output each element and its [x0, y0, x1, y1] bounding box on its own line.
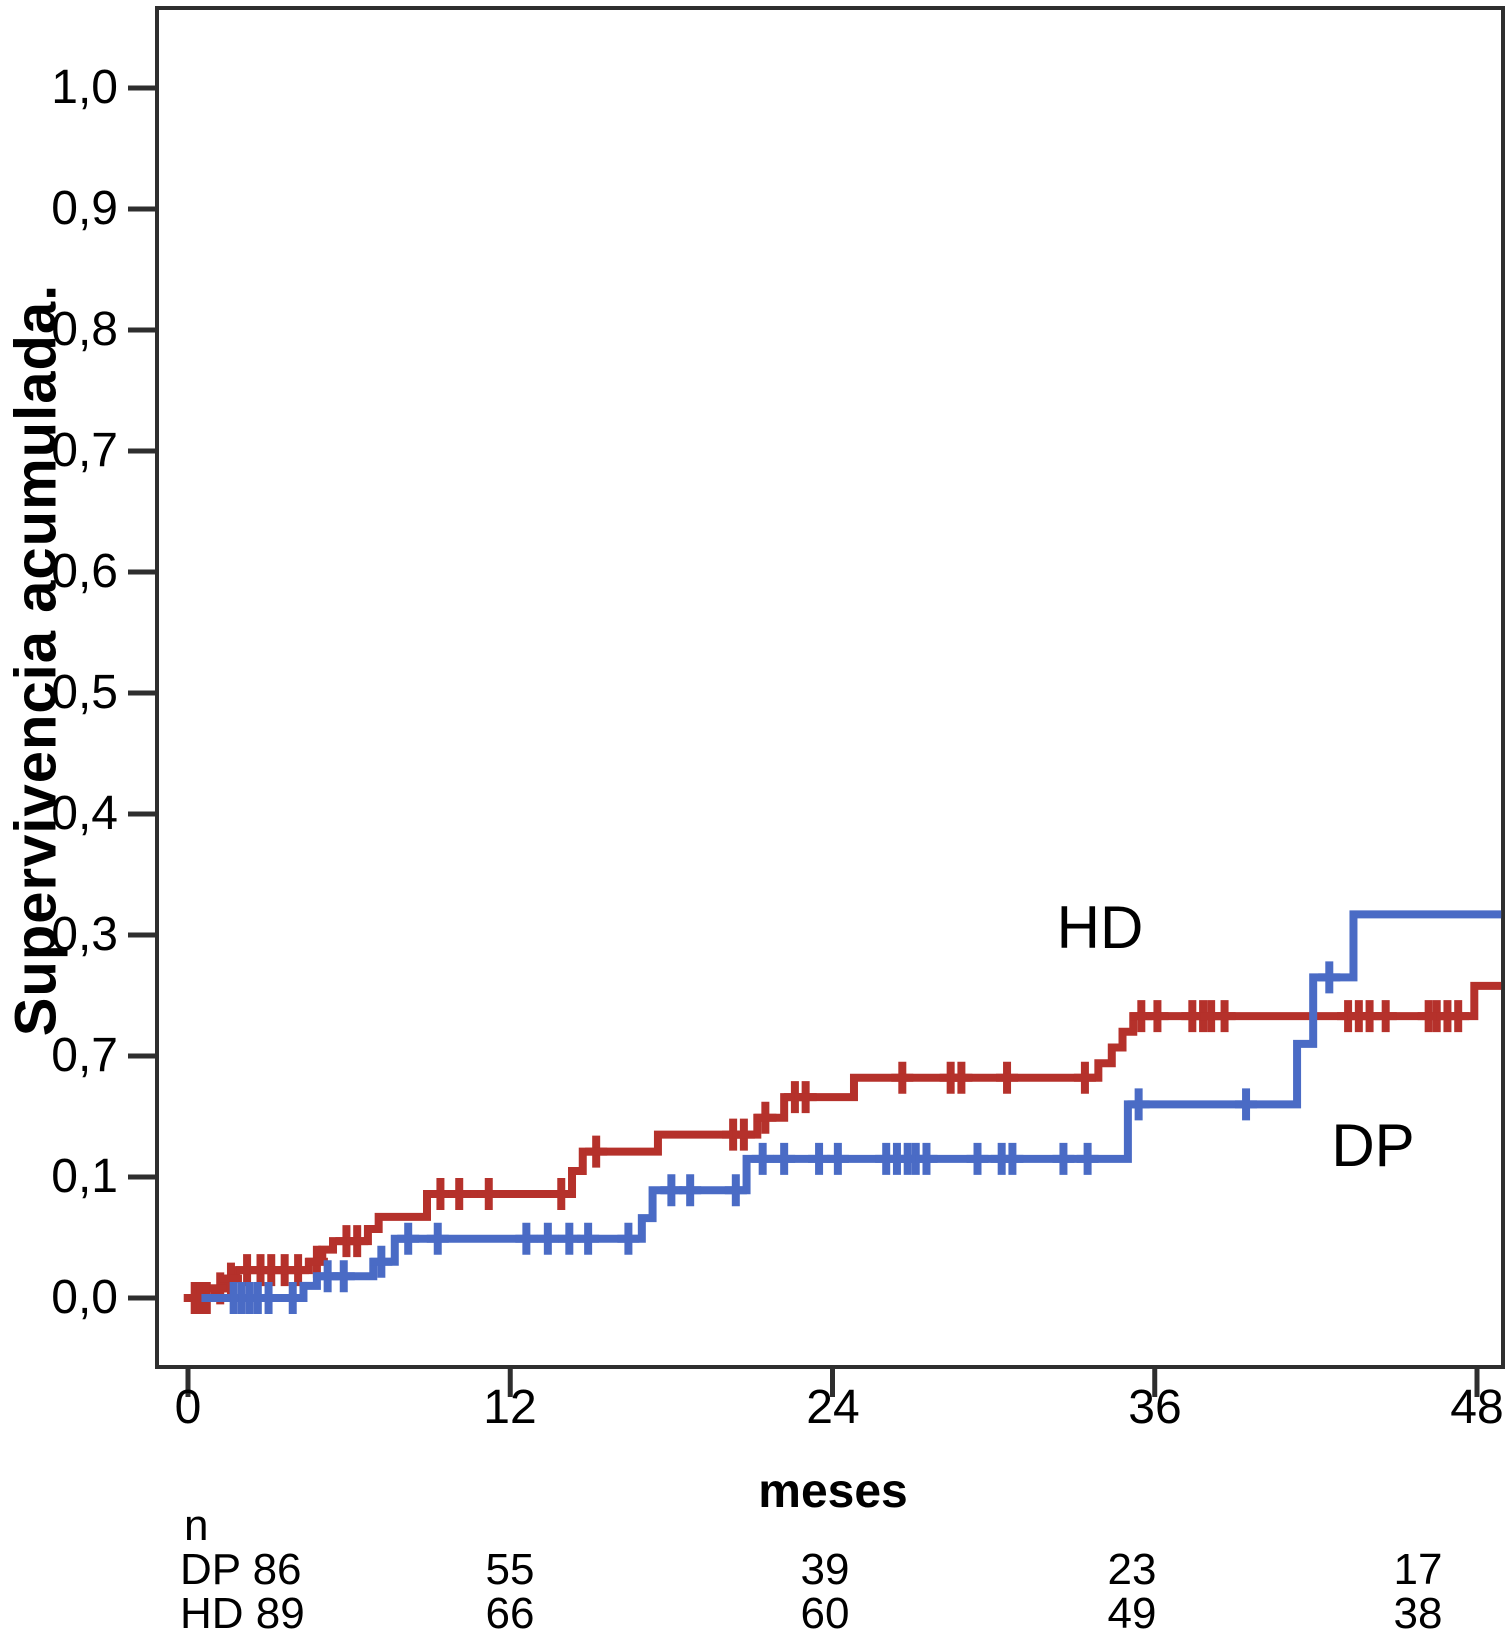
y-tick-label: 1,0: [51, 61, 118, 114]
y-tick-label: 0,8: [51, 303, 118, 356]
y-tick-label: 0,1: [51, 1150, 118, 1203]
risk-table-header: n: [184, 1501, 209, 1550]
risk-row-hd-n0: 89: [255, 1589, 305, 1638]
x-tick-label: 0: [174, 1381, 202, 1434]
x-tick-label: 24: [806, 1381, 860, 1434]
series-label-dp: DP: [1331, 1112, 1415, 1179]
risk-table-row-label-dp: DP 86: [180, 1548, 302, 1592]
risk-count-hd-36: 49: [1107, 1589, 1157, 1638]
y-tick-label: 0,5: [51, 666, 118, 719]
y-tick-label: 0,6: [51, 545, 118, 598]
x-tick-label: 12: [483, 1381, 537, 1434]
y-tick-label: 0,7: [51, 424, 118, 477]
risk-count-hd-48: 38: [1393, 1589, 1443, 1638]
x-axis-title: meses: [758, 1465, 908, 1518]
risk-count-hd-24: 60: [800, 1589, 850, 1638]
risk-table-row-label-hd: HD 89: [180, 1592, 305, 1636]
risk-count-dp-48: 17: [1393, 1545, 1443, 1594]
x-tick-label: 48: [1450, 1381, 1504, 1434]
risk-count-dp-36: 23: [1107, 1545, 1157, 1594]
y-tick-label: 0,9: [51, 182, 118, 235]
risk-row-hd-name: HD: [180, 1589, 244, 1638]
y-tick-label: 0,0: [51, 1271, 118, 1324]
risk-count-dp-12: 55: [485, 1545, 535, 1594]
series-label-hd: HD: [1056, 894, 1144, 961]
y-tick-label: 0,7: [51, 1029, 118, 1082]
risk-count-hd-12: 66: [485, 1589, 535, 1638]
x-tick-label: 36: [1128, 1381, 1182, 1434]
risk-count-dp-24: 39: [800, 1545, 850, 1594]
risk-row-dp-n0: 86: [252, 1545, 302, 1594]
y-tick-label: 0,4: [51, 787, 118, 840]
y-tick-label: 0,3: [51, 908, 118, 961]
risk-row-dp-name: DP: [180, 1545, 241, 1594]
